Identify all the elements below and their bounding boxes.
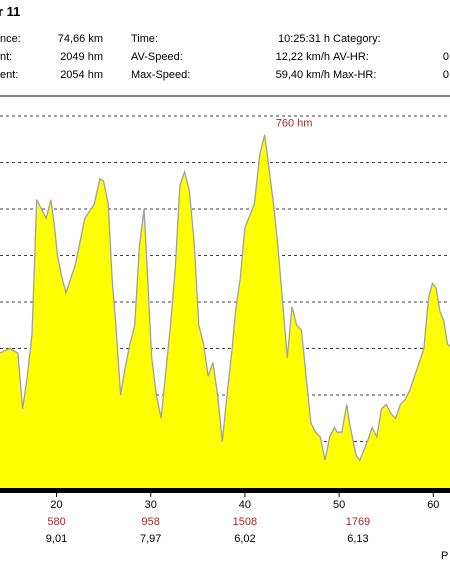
stat-label-av-hr: AV-HR: (333, 51, 369, 63)
x-tick-label: 40 (239, 499, 251, 511)
elevation-profile-line (0, 134, 450, 462)
stat-label-distance: nce: (0, 33, 21, 45)
x-tick-label: 30 (145, 499, 157, 511)
x-tick-label: 50 (333, 499, 345, 511)
corner-text: P (441, 550, 449, 562)
stat-label-max-speed: Max-Speed: (131, 69, 191, 81)
x-axis-ticks: 20 30 40 50 60 (50, 493, 439, 511)
stat-value-max-hr: 0 (442, 69, 449, 81)
x-axis-bar (0, 488, 450, 493)
speed-label: 6,13 (347, 533, 368, 545)
altitude-label: 580 (47, 516, 65, 528)
stat-value-max-speed: 59,40 km/h (275, 69, 330, 81)
stat-value-av-hr: 0 (442, 51, 449, 63)
elevation-area (0, 134, 450, 488)
stat-value-ascent: 2049 hm (60, 51, 103, 63)
stat-label-av-speed: AV-Speed: (131, 51, 183, 63)
stat-value-av-speed: 12,22 km/h (275, 51, 330, 63)
stat-label-max-hr: Max-HR: (333, 69, 377, 81)
chart-title: r 11 (0, 4, 21, 19)
stat-value-distance: 74,66 km (57, 33, 103, 45)
x-tick-label: 60 (427, 499, 439, 511)
altitude-label: 1508 (233, 516, 257, 528)
stat-value-time: 10:25:31 h (278, 33, 330, 45)
speed-label: 7,97 (140, 533, 161, 545)
speed-label: 6,02 (234, 533, 255, 545)
stat-label-descent: ent: (0, 69, 19, 81)
peak-annotation: 760 hm (276, 118, 313, 130)
stat-label-ascent: nt: (0, 51, 13, 63)
altitude-label: 1769 (346, 516, 370, 528)
stat-value-descent: 2054 hm (60, 69, 103, 81)
altitude-label: 958 (142, 516, 160, 528)
speed-label: 9,01 (46, 533, 67, 545)
stat-label-category: Category: (333, 33, 381, 45)
stat-label-time: Time: (131, 33, 159, 45)
x-tick-label: 20 (50, 499, 62, 511)
